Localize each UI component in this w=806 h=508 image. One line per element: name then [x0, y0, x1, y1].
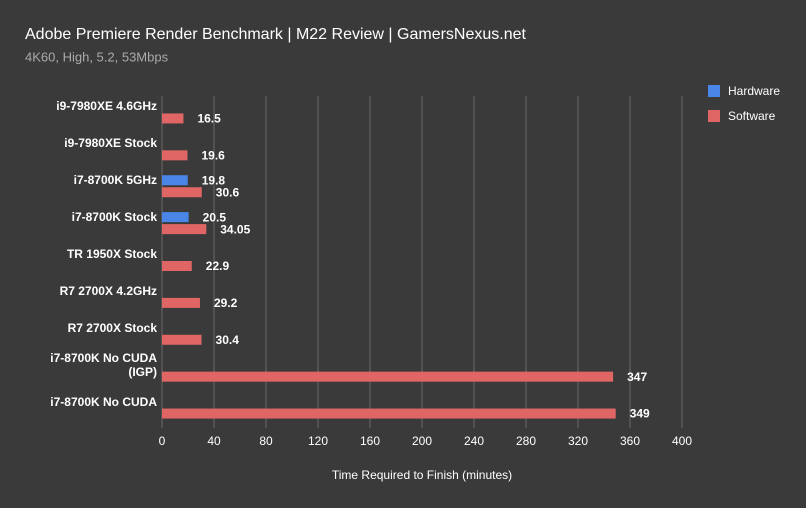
x-tick-label: 320 — [568, 434, 588, 448]
legend-swatch — [708, 85, 720, 97]
bar — [162, 187, 202, 198]
category-text: i7-8700K No CUDA (IGP) — [50, 350, 157, 379]
x-tick-label: 80 — [259, 434, 273, 448]
category-text: i9-7980XE Stock — [64, 136, 157, 151]
category-text: i7-8700K Stock — [71, 210, 157, 225]
bar — [162, 113, 184, 124]
value-label: 19.8 — [202, 173, 226, 187]
x-tick-label: 360 — [620, 434, 640, 448]
category-text: R7 2700X 4.2GHz — [59, 283, 157, 298]
value-label: 349 — [630, 407, 650, 421]
bar — [162, 297, 200, 308]
bar — [162, 261, 192, 271]
y-tick-label: i9-7980XE Stock — [20, 123, 157, 163]
value-label: 19.6 — [201, 149, 225, 163]
category-text: R7 2700X Stock — [67, 320, 157, 335]
y-tick-label: i7-8700K 5GHz — [20, 160, 157, 200]
value-label: 20.5 — [203, 210, 227, 224]
y-tick-label: TR 1950X Stock — [20, 234, 157, 274]
x-tick-label: 160 — [360, 434, 380, 448]
x-tick-label: 200 — [412, 434, 432, 448]
legend-label: Software — [728, 109, 776, 123]
value-label: 29.2 — [214, 296, 238, 310]
x-tick-label: 0 — [159, 434, 166, 448]
category-text: i7-8700K 5GHz — [73, 173, 157, 188]
category-text: i7-8700K No CUDA — [50, 394, 157, 409]
x-tick-label: 120 — [308, 434, 328, 448]
y-tick-label: R7 2700X Stock — [20, 308, 157, 348]
bar — [162, 212, 189, 223]
y-tick-label: R7 2700X 4.2GHz — [20, 271, 157, 311]
value-label: 347 — [627, 370, 647, 384]
value-label: 34.05 — [220, 222, 250, 236]
category-text: i9-7980XE 4.6GHz — [56, 99, 157, 114]
value-label: 30.6 — [216, 185, 240, 199]
x-tick-label: 280 — [516, 434, 536, 448]
legend-label: Hardware — [728, 84, 780, 98]
y-tick-label: i7-8700K No CUDA (IGP) — [20, 345, 157, 385]
chart-title: Adobe Premiere Render Benchmark | M22 Re… — [25, 26, 527, 43]
value-label: 16.5 — [197, 112, 221, 126]
bar — [162, 371, 614, 382]
value-label: 30.4 — [216, 333, 240, 347]
category-text: TR 1950X Stock — [66, 247, 157, 261]
x-tick-label: 400 — [672, 434, 692, 448]
x-tick-label: 40 — [207, 434, 221, 448]
x-axis-label: Time Required to Finish (minutes) — [332, 468, 512, 482]
bar — [162, 150, 188, 161]
x-tick-label: 240 — [464, 434, 484, 448]
y-tick-label: i7-8700K Stock — [20, 197, 157, 237]
bar — [162, 408, 616, 419]
value-label: 22.9 — [206, 259, 230, 273]
legend-swatch — [708, 110, 720, 122]
bar — [162, 224, 207, 235]
bar — [162, 175, 188, 186]
y-tick-label: i9-7980XE 4.6GHz — [20, 86, 157, 126]
bar — [162, 334, 202, 345]
chart-subtitle: 4K60, High, 5.2, 53Mbps — [25, 49, 169, 64]
y-tick-label: i7-8700K No CUDA — [20, 382, 157, 422]
